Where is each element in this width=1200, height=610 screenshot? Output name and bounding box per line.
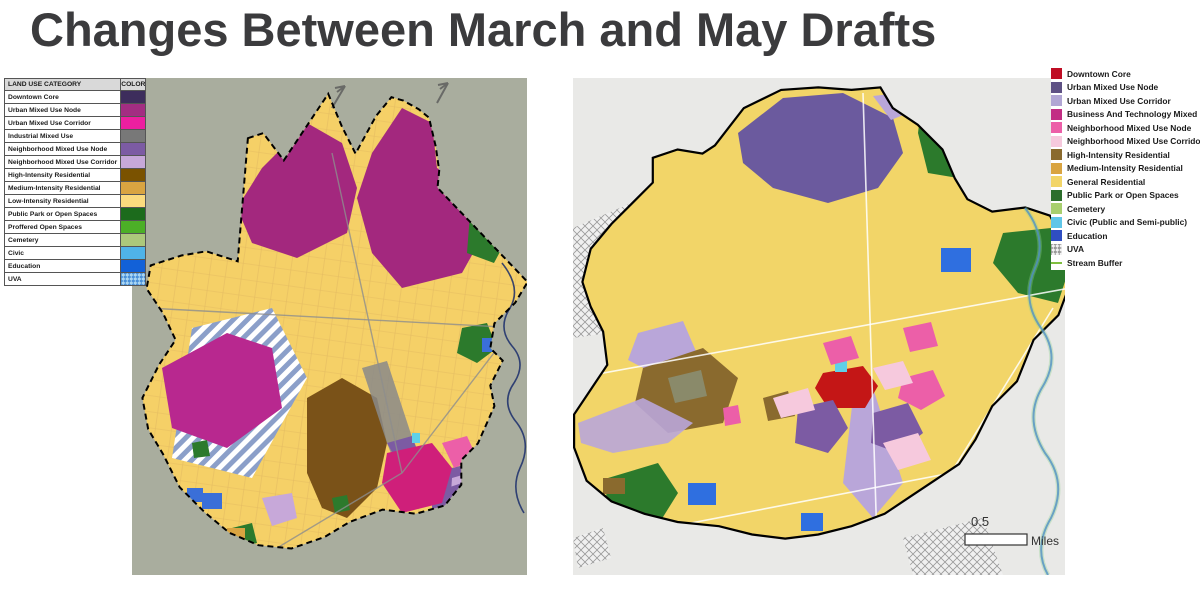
svg-text:0.5: 0.5 xyxy=(971,514,989,529)
svg-text:Miles: Miles xyxy=(1031,534,1059,548)
